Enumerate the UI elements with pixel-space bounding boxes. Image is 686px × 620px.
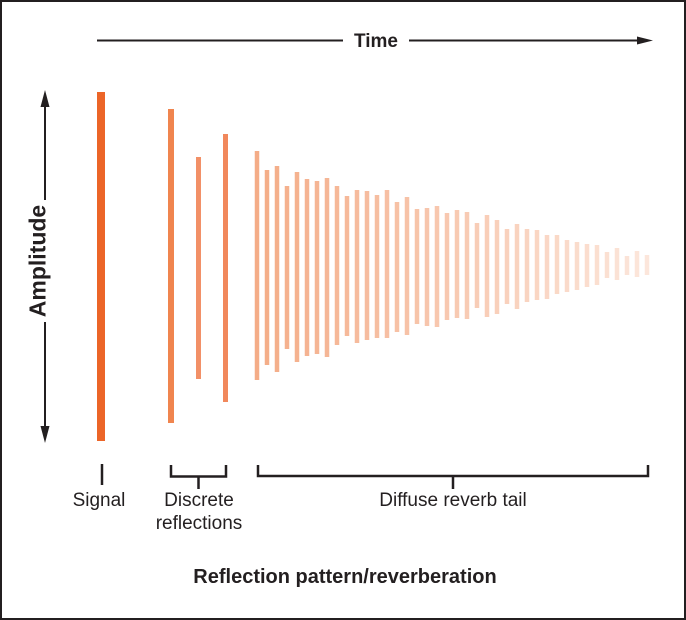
tail-bar: [354, 190, 360, 343]
tail-bar: [314, 181, 320, 354]
discrete-reflections-label-line2: reflections: [155, 513, 243, 534]
tail-bar: [384, 190, 390, 338]
tail-bar: [454, 210, 460, 318]
amplitude-axis-up-arrowhead-icon: [40, 90, 50, 107]
tail-bar: [294, 172, 300, 362]
tail-bar: [554, 235, 560, 294]
diffuse-reverb-tail-label: Diffuse reverb tail: [379, 490, 527, 511]
signal-bar: [97, 92, 105, 441]
amplitude-axis-down-arrowhead-icon: [40, 426, 50, 443]
discrete-reflection-bar: [196, 157, 201, 379]
tail-bar: [614, 248, 620, 280]
tail-bar: [344, 196, 350, 336]
discrete-reflections-label-line1: Discrete: [164, 490, 234, 511]
bars-layer: [97, 92, 650, 441]
tail-bar: [574, 242, 580, 290]
diffuse-tail-bracket: [256, 465, 650, 478]
amplitude-axis-label: Amplitude: [24, 204, 51, 318]
tail-bar: [484, 215, 490, 317]
tail-bar: [534, 230, 540, 300]
tail-bar: [284, 186, 290, 349]
discrete-reflections-bracket: [169, 465, 228, 478]
discrete-reflection-bar: [168, 109, 174, 423]
signal-label: Signal: [72, 490, 126, 511]
tail-bar: [304, 179, 310, 356]
discrete-reflections-label: Discrete reflections: [156, 489, 243, 535]
tail-bar: [584, 244, 590, 287]
tail-bar: [324, 178, 330, 357]
tail-bar: [444, 213, 450, 320]
tail-bar: [274, 166, 280, 372]
tail-bar: [334, 186, 340, 345]
tail-bar: [594, 245, 600, 285]
tail-bar: [424, 208, 430, 326]
figure-caption: Reflection pattern/reverberation: [193, 566, 497, 588]
tail-bar: [494, 220, 500, 314]
tail-bar: [464, 212, 470, 319]
tail-bar: [624, 256, 630, 275]
tail-bar: [434, 206, 440, 327]
tail-bar: [364, 191, 370, 340]
tail-bar: [264, 170, 270, 365]
tail-bar: [374, 195, 380, 338]
tail-bar: [504, 229, 510, 304]
time-axis-label: Time: [353, 31, 399, 52]
time-axis-arrowhead-icon: [637, 36, 653, 45]
tail-bar: [394, 202, 400, 332]
tail-bar: [404, 197, 410, 335]
tail-bar: [254, 151, 260, 380]
tail-bar: [604, 252, 610, 278]
tail-bar: [634, 251, 640, 277]
discrete-reflection-bar: [223, 134, 228, 402]
tail-bar: [514, 224, 520, 309]
tail-bar: [564, 240, 570, 292]
tail-bar: [544, 235, 550, 299]
tail-bar: [474, 223, 480, 308]
tail-bar: [414, 209, 420, 324]
tail-bar: [644, 255, 650, 275]
tail-bar: [524, 229, 530, 302]
